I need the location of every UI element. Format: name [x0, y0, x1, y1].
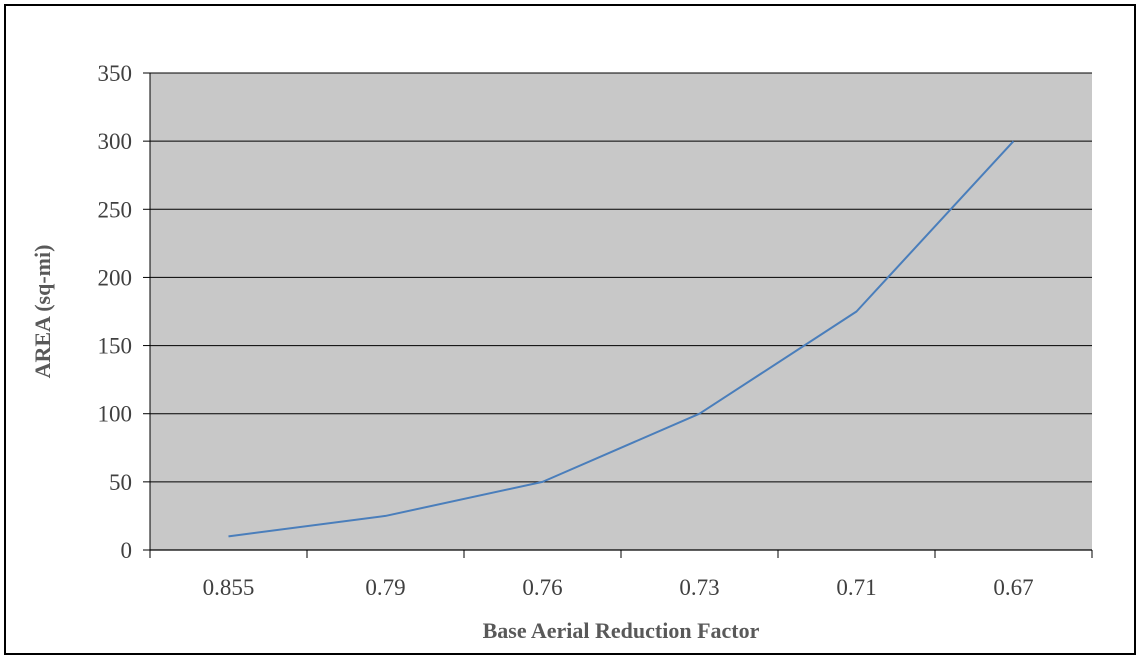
y-axis-title: AREA (sq-mi)	[30, 245, 55, 379]
y-tick-labels: 0 50 100 150 200 250 300 350	[98, 61, 133, 563]
y-tick-label: 50	[109, 470, 132, 495]
x-tick-label: 0.76	[522, 575, 562, 600]
plot-area	[150, 73, 1092, 550]
series	[228, 140, 1015, 538]
x-tick-label: 0.71	[836, 575, 876, 600]
y-tick-label: 0	[121, 538, 133, 563]
y-tick-label: 100	[98, 402, 133, 427]
y-tick-label: 350	[98, 61, 133, 86]
y-tick-label: 250	[98, 197, 133, 222]
series-line	[228, 140, 1015, 538]
gridlines	[150, 72, 1092, 483]
x-tick-labels: 0.855 0.79 0.76 0.73 0.71 0.67	[203, 575, 1034, 600]
y-tick-label: 150	[98, 334, 133, 359]
x-tick-label: 0.855	[203, 575, 255, 600]
y-tick-label: 200	[98, 265, 133, 290]
x-tick-label: 0.73	[679, 575, 719, 600]
x-tick-label: 0.67	[993, 575, 1033, 600]
x-tick-label: 0.79	[365, 575, 405, 600]
axes	[143, 72, 1093, 558]
y-tick-label: 300	[98, 129, 133, 154]
x-axis-title: Base Aerial Reduction Factor	[483, 618, 760, 643]
